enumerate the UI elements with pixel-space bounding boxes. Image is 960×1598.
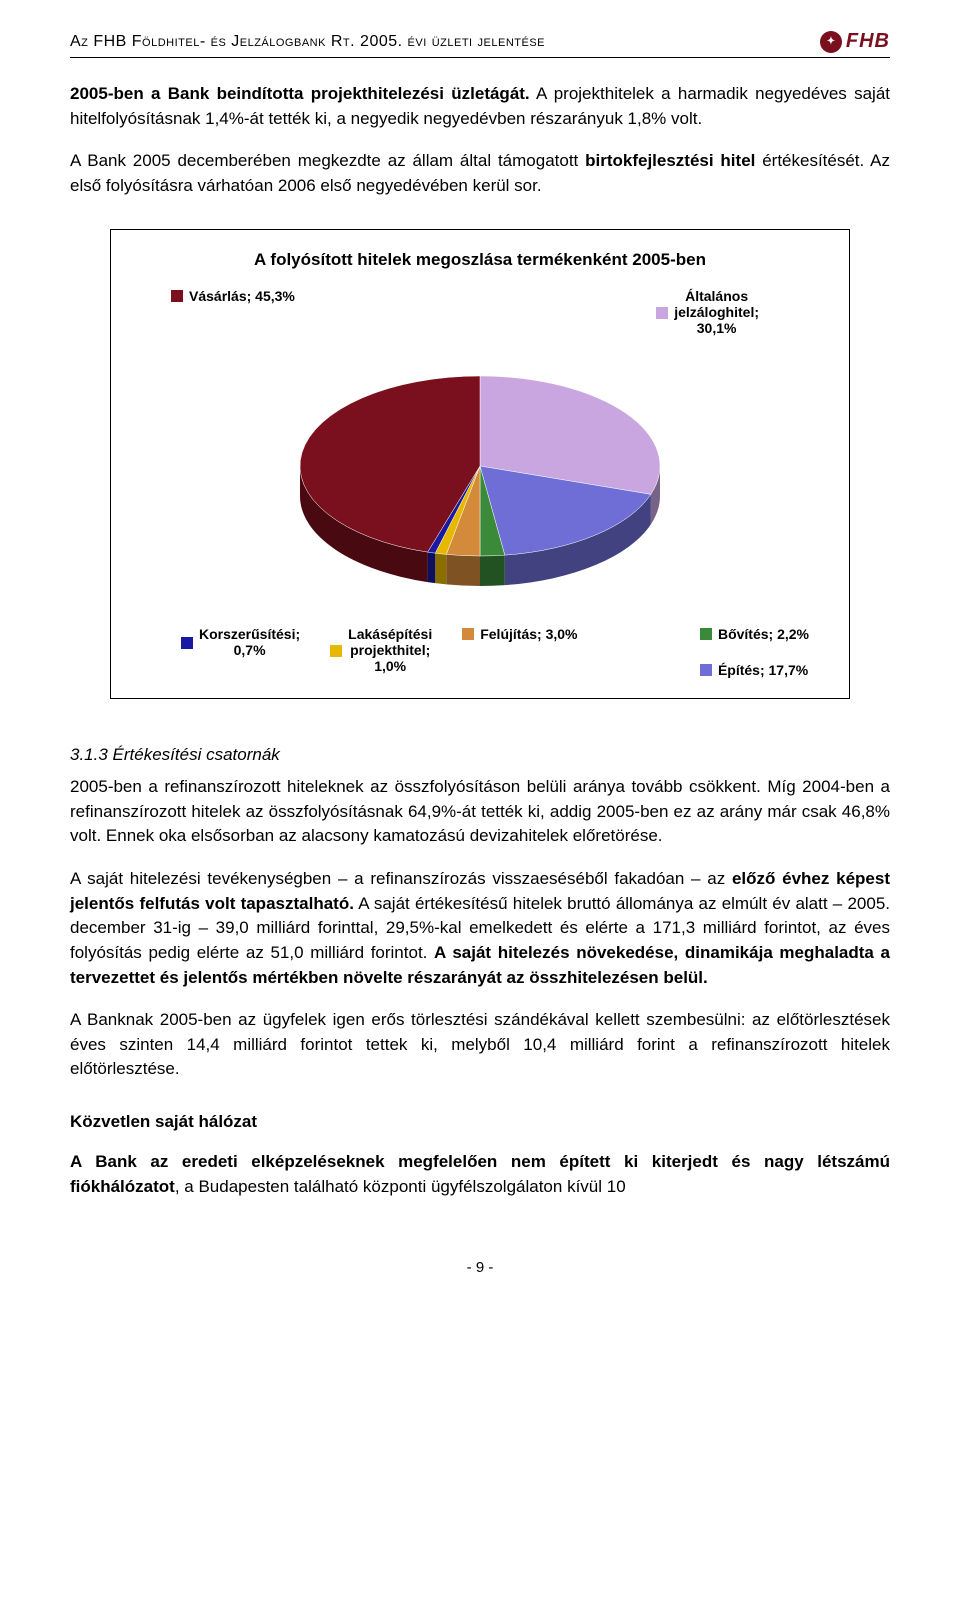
legend-right-column: Bővítés; 2,2% Építés; 17,7% [700,626,819,678]
legend-epites: Építés; 17,7% [700,662,809,678]
paragraph-4: A saját hitelezési tevékenységben – a re… [70,867,890,990]
chart-top-legends: Vásárlás; 45,3% Általános jelzáloghitel;… [141,288,819,336]
para4-a: A saját hitelezési tevékenységben – a re… [70,869,732,888]
legend-color-korszer [181,637,193,649]
legend-color-vasarlas [171,290,183,302]
para1-lead: 2005-ben a Bank beindította projekthitel… [70,84,530,103]
logo-text: FHB [846,30,890,53]
legend-label-jelzalog: Általános jelzáloghitel; 30,1% [674,288,759,336]
pie-chart [141,346,819,606]
paragraph-6: A Bank az eredeti elképzeléseknek megfel… [70,1150,890,1199]
paragraph-5: A Banknak 2005-ben az ügyfelek igen erős… [70,1008,890,1082]
paragraph-2: A Bank 2005 decemberében megkezdte az ál… [70,149,890,198]
para6-rest: , a Budapesten található központi ügyfél… [175,1177,626,1196]
page-header: Az FHB Földhitel- és Jelzálogbank Rt. 20… [70,30,890,58]
logo-icon: ✦ [820,31,842,53]
subheading: Közvetlen saját hálózat [70,1112,890,1132]
para2-bold: birtokfejlesztési hitel [585,151,755,170]
legend-felujitas: Felújítás; 3,0% [462,626,577,642]
chart-title: A folyósított hitelek megoszlása terméke… [141,250,819,270]
chart-bottom-legends: Korszerűsítési; 0,7% Lakásépítési projek… [141,626,819,678]
chart-container: A folyósított hitelek megoszlása terméke… [110,229,850,699]
header-title: Az FHB Földhitel- és Jelzálogbank Rt. 20… [70,33,545,51]
legend-bovites: Bővítés; 2,2% [700,626,809,642]
legend-color-felujitas [462,628,474,640]
legend-lakas: Lakásépítési projekthitel; 1,0% [330,626,432,674]
legend-vasarlas: Vásárlás; 45,3% [171,288,295,336]
legend-color-jelzalog [656,307,668,319]
legend-korszer: Korszerűsítési; 0,7% [181,626,300,658]
page-number: - 9 - [70,1259,890,1276]
legend-color-bovites [700,628,712,640]
paragraph-3: 2005-ben a refinanszírozott hiteleknek a… [70,775,890,849]
legend-color-lakas [330,645,342,657]
para2-a: A Bank 2005 decemberében megkezdte az ál… [70,151,585,170]
legend-color-epites [700,664,712,676]
legend-jelzalog: Általános jelzáloghitel; 30,1% [656,288,759,336]
section-number: 3.1.3 Értékesítési csatornák [70,745,890,765]
logo: ✦ FHB [820,30,890,53]
pie-svg [260,346,700,606]
paragraph-1: 2005-ben a Bank beindította projekthitel… [70,82,890,131]
legend-label-vasarlas: Vásárlás; 45,3% [189,288,295,336]
